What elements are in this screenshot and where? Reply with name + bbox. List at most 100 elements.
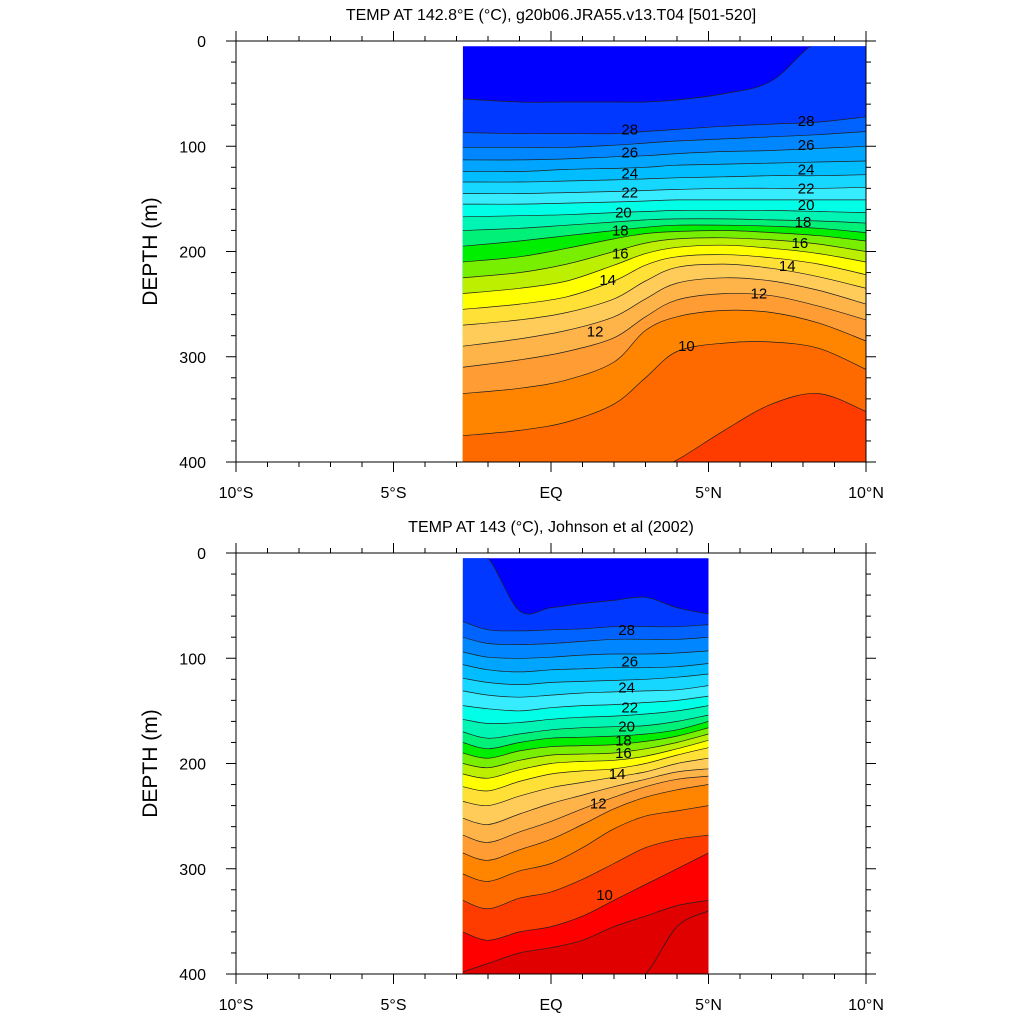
isotherm-line [462,199,866,205]
contour-label: 22 [798,180,815,197]
isotherm-line [644,910,709,974]
isotherm-line [462,277,866,347]
isotherm-line [462,116,866,135]
temperature-field [462,558,709,974]
isotherm-line [462,834,709,910]
isotherm-line [462,636,709,645]
isotherm-line [487,558,709,615]
contour-label: 20 [798,197,815,214]
x-tick-label: EQ [539,485,562,502]
isotherm-line [462,727,709,759]
isotherm-line [462,673,709,685]
y-tick-label: 300 [179,350,206,367]
contour-label: 24 [618,680,635,697]
contour-label: 24 [621,166,638,183]
isotherm-line [462,775,709,843]
isotherm-line [462,160,866,173]
isotherm-line [462,852,709,941]
contour-label: 12 [590,795,607,812]
y-tick-label: 100 [179,651,206,668]
contour-label: 26 [621,145,638,162]
contour-label: 28 [798,113,815,130]
isotherm-line [462,621,709,632]
isotherm-line [462,739,709,779]
isotherm-line [462,714,709,739]
isotherm-line [462,292,866,368]
panel-model-temperature-section: TEMP AT 142.8°E (°C), g20b06.JRA55.v13.T… [139,7,884,502]
isotherm-line [462,263,866,326]
isotherm-line [462,663,709,673]
x-tick-label: 5°N [695,997,722,1014]
isotherm-line [462,695,709,712]
x-tick-label: 10°N [848,997,884,1014]
isotherm-line [462,784,709,861]
chart-title: TEMP AT 143 (°C), Johnson et al (2002) [408,519,694,536]
isotherm-line [462,747,709,792]
x-tick-label: 10°N [848,485,884,502]
contour-label: 12 [587,323,604,340]
y-tick-label: 0 [197,546,206,563]
contour-label: 20 [618,719,635,736]
y-tick-label: 0 [197,34,206,51]
contour-label: 28 [621,121,638,138]
isotherm-line [462,230,866,263]
contour-label: 22 [621,700,638,717]
x-tick-label: 5°N [695,485,722,502]
contour-label: 14 [599,272,616,289]
isotherm-line [462,705,709,725]
contour-label: 18 [615,732,632,749]
isotherm-line [462,131,866,148]
isotherm-line [462,685,709,698]
temperature-field [462,46,866,462]
isotherm-line [462,341,866,437]
isotherm-line [462,805,709,882]
contour-label: 26 [621,653,638,670]
contour-label: 18 [795,214,812,231]
isotherm-line [462,768,709,825]
isotherm-line [462,721,709,750]
isotherm-line [462,186,866,195]
contour-label: 16 [792,235,809,252]
isotherm-line [462,46,811,103]
x-tick-label: 10°S [219,997,254,1014]
x-tick-label: 5°S [381,485,407,502]
isotherm-line [462,899,709,973]
isotherm-line [462,757,709,807]
isotherm-line [672,393,866,462]
contour-label: 10 [596,887,613,904]
contour-label: 10 [678,338,695,355]
contour-label: 22 [621,185,638,202]
contour-label: 18 [612,222,629,239]
contour-label: 28 [618,622,635,639]
x-tick-label: EQ [539,997,562,1014]
isotherm-line [462,650,709,659]
isotherm-line [462,174,866,183]
isotherm-line [462,309,866,394]
y-axis-label: DEPTH (m) [139,197,162,306]
y-axis-label: DEPTH (m) [139,709,162,818]
isotherm-line [462,210,866,218]
temperature-band [645,910,709,974]
y-tick-label: 100 [179,139,206,156]
y-tick-label: 200 [179,757,206,774]
isotherm-line [462,733,709,769]
contour-label: 26 [798,137,815,154]
x-tick-label: 5°S [381,997,407,1014]
contour-label: 16 [615,745,632,762]
isotherm-line [462,244,866,294]
contour-label: 16 [612,246,629,263]
chart-title: TEMP AT 142.8°E (°C), g20b06.JRA55.v13.T… [346,7,756,24]
isotherm-line [462,218,866,231]
contour-label: 14 [609,766,626,783]
contour-label: 12 [751,286,768,303]
y-tick-label: 300 [179,862,206,879]
y-tick-label: 400 [179,967,206,984]
x-tick-label: 10°S [219,485,254,502]
isotherm-line [462,145,866,161]
contour-label: 14 [779,258,796,275]
isotherm-line [462,254,866,310]
y-tick-label: 400 [179,455,206,472]
isotherm-line [462,224,866,247]
temperature-band [672,393,866,462]
